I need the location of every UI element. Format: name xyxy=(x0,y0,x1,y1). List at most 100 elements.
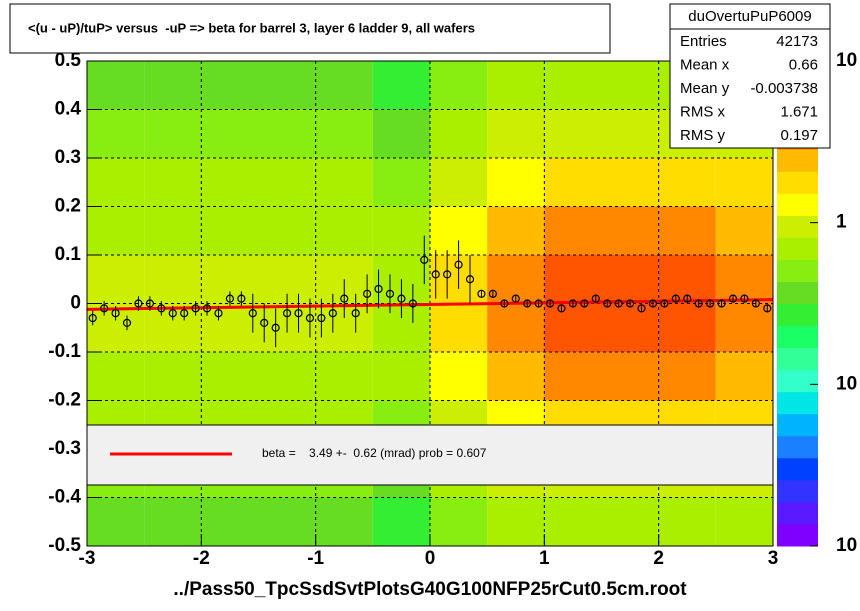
heat-cell xyxy=(601,206,659,255)
heat-cell xyxy=(201,206,259,255)
heat-cell xyxy=(372,61,430,110)
profile-point xyxy=(340,294,349,303)
profile-point xyxy=(191,304,200,313)
heat-cell xyxy=(544,255,602,304)
profile-point xyxy=(168,309,177,318)
stats-label: Entries xyxy=(680,33,727,50)
profile-point xyxy=(260,318,269,327)
profile-point xyxy=(511,294,520,303)
y-tick-label: 0 xyxy=(70,293,81,314)
profile-point xyxy=(431,270,440,279)
stats-value: 1.671 xyxy=(780,103,818,120)
heat-cell xyxy=(430,158,488,207)
heat-cell xyxy=(430,61,488,110)
profile-point xyxy=(580,299,589,308)
profile-point xyxy=(488,289,497,298)
heat-cell xyxy=(144,352,202,401)
stats-title: duOvertuPuP6009 xyxy=(688,8,811,25)
profile-point xyxy=(317,313,326,323)
profile-point xyxy=(294,309,303,318)
profile-point xyxy=(557,304,566,313)
y-tick-label: -0.4 xyxy=(48,487,81,508)
profile-point xyxy=(271,323,280,332)
heat-cell xyxy=(430,352,488,401)
heat-cell xyxy=(487,109,545,158)
heat-cell xyxy=(487,61,545,110)
y-tick-label: -0.2 xyxy=(48,390,81,411)
profile-point xyxy=(420,255,429,264)
stats-label: RMS x xyxy=(680,103,726,120)
heat-cell xyxy=(315,206,373,255)
palette-swatch xyxy=(777,391,818,415)
heat-cell xyxy=(315,61,373,110)
palette-swatch xyxy=(777,435,818,459)
heat-cell xyxy=(601,255,659,304)
heat-cell xyxy=(87,255,145,304)
stats-label: Mean y xyxy=(680,80,730,97)
z-tick-label: 1 xyxy=(836,212,847,233)
heat-cell xyxy=(144,109,202,158)
heat-cell xyxy=(372,497,430,546)
profile-point xyxy=(568,299,578,308)
y-tick-label: 0.1 xyxy=(55,244,82,265)
heat-cell xyxy=(430,303,488,352)
heat-cell xyxy=(144,497,202,546)
heat-cell xyxy=(658,158,716,207)
heat-cell xyxy=(544,61,602,110)
chart-title: <(u - uP)/tuP> versus -uP => beta for ba… xyxy=(28,20,475,35)
heat-cell xyxy=(87,497,145,546)
stats-label: RMS y xyxy=(680,127,726,144)
profile-point xyxy=(111,309,120,318)
palette-swatch xyxy=(777,281,818,304)
heat-cell xyxy=(372,206,430,255)
palette-swatch xyxy=(777,369,818,393)
profile-point xyxy=(763,304,772,313)
heat-cell xyxy=(544,497,602,546)
profile-point xyxy=(328,309,337,318)
heat-cell xyxy=(430,497,488,546)
profile-point xyxy=(523,299,532,308)
palette-swatch xyxy=(777,457,818,481)
palette-swatch xyxy=(777,347,818,371)
profile-point xyxy=(545,299,555,308)
heat-cell xyxy=(658,303,716,352)
profile-point xyxy=(671,294,680,303)
z-tick-label: 10 xyxy=(836,50,857,71)
heat-cell xyxy=(658,352,716,401)
x-tick-label: -2 xyxy=(193,548,210,569)
palette-swatch xyxy=(777,413,818,437)
heat-cell xyxy=(258,109,316,158)
palette-swatch xyxy=(777,325,818,349)
profile-point xyxy=(454,260,463,269)
x-tick-label: -3 xyxy=(79,548,96,569)
profile-point xyxy=(180,309,189,318)
profile-point xyxy=(477,289,486,298)
heat-cell xyxy=(487,352,545,401)
profile-point xyxy=(717,299,726,308)
profile-point xyxy=(134,299,143,308)
palette-swatch xyxy=(777,237,818,260)
palette-swatch xyxy=(777,523,818,547)
heat-cell xyxy=(258,352,316,401)
profile-point xyxy=(751,299,760,308)
profile-point xyxy=(683,294,692,303)
heat-cell xyxy=(201,109,259,158)
heat-cell xyxy=(601,61,659,110)
profile-point xyxy=(397,294,406,303)
heat-cell xyxy=(372,352,430,401)
profile-point xyxy=(88,313,97,323)
y-tick-label: 0.5 xyxy=(55,50,82,71)
profile-point xyxy=(248,309,257,318)
heat-cell xyxy=(544,109,602,158)
stats-label: Mean x xyxy=(680,56,730,73)
heat-cell xyxy=(87,206,145,255)
profile-point xyxy=(145,299,154,308)
z-tick-label: 10 xyxy=(836,373,857,394)
heat-cell xyxy=(87,61,145,110)
stats-box xyxy=(669,3,831,149)
heat-cell xyxy=(144,255,202,304)
title-box xyxy=(9,3,611,54)
profile-point xyxy=(122,318,132,327)
fit-line xyxy=(86,298,774,311)
heat-cell xyxy=(601,158,659,207)
